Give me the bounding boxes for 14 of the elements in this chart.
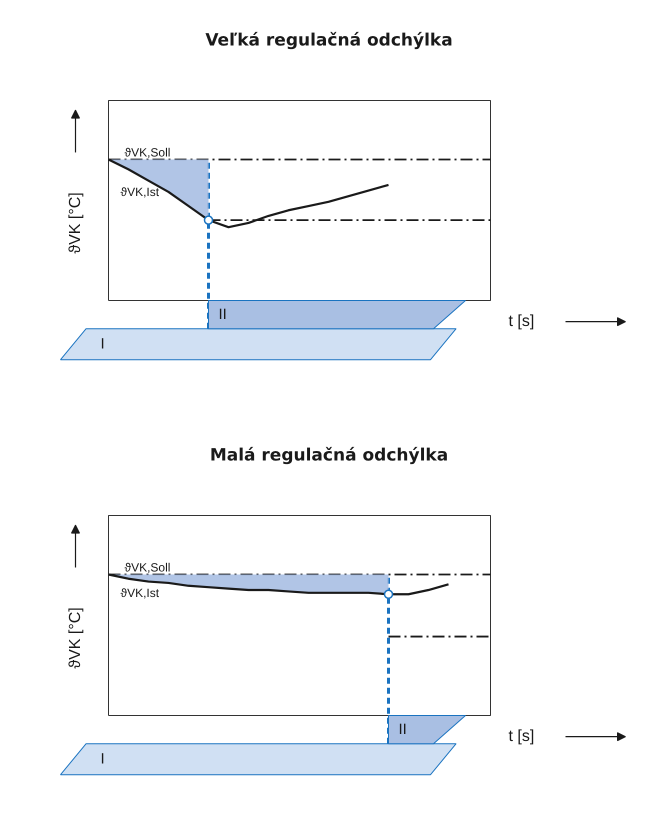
ref-line-label: ϑVK,Soll xyxy=(124,560,170,574)
y-axis-title: ϑVK [°C] xyxy=(67,607,84,669)
ref-line-label: ϑVK,Soll xyxy=(124,146,170,160)
annotation: ϑVK,Ist xyxy=(120,184,160,199)
annotation: ϑVK,Ist xyxy=(120,586,160,600)
text: II xyxy=(398,721,407,738)
x-axis-title: t [s] xyxy=(508,313,534,330)
text: II xyxy=(218,306,227,324)
x-axis-title: t [s] xyxy=(508,728,534,746)
text: I xyxy=(100,336,105,353)
y-axis-title: ϑVK [°C] xyxy=(67,192,84,254)
text: I xyxy=(100,750,105,768)
chart-title: Veľká regulačná odchýlka xyxy=(205,30,453,50)
chart-title: Malá regulačná odchýlka xyxy=(210,446,448,466)
